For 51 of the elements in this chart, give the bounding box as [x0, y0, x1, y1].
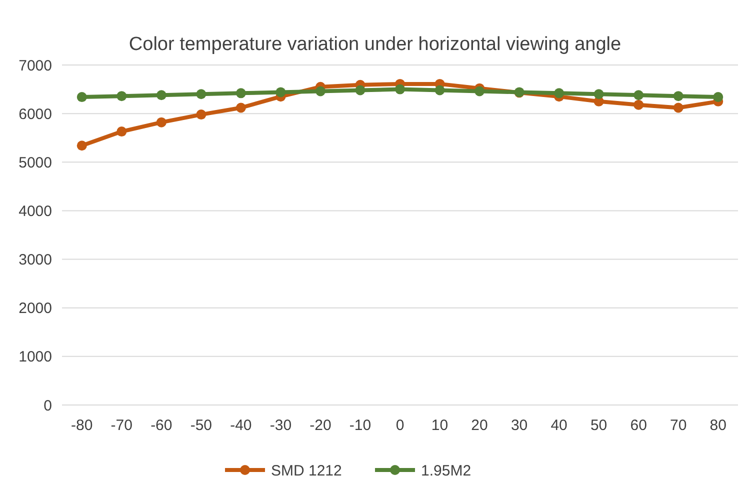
point [673, 91, 684, 102]
x-tick-label: 70 [670, 417, 687, 434]
x-tick-label: -50 [190, 417, 212, 434]
y-tick-label: 6000 [18, 106, 52, 123]
point [76, 140, 87, 151]
point [713, 92, 724, 102]
legend-label: 1.95M2 [421, 462, 472, 480]
x-tick-label: -30 [270, 417, 292, 434]
y-tick-label: 3000 [18, 252, 52, 269]
y-tick-label: 1000 [18, 348, 52, 366]
point [315, 86, 326, 96]
x-tick-label: -80 [71, 417, 93, 434]
x-tick-label: -10 [349, 417, 372, 434]
point [236, 102, 246, 113]
x-tick-label: 40 [550, 417, 568, 434]
x-tick-label: 30 [510, 417, 528, 434]
x-tick-label: 80 [710, 417, 726, 434]
y-tick-label: 5000 [18, 154, 52, 172]
point [236, 88, 246, 98]
point [673, 102, 684, 113]
point [474, 86, 485, 96]
point [156, 90, 166, 100]
x-tick-label: 20 [471, 417, 488, 434]
point [196, 89, 206, 100]
x-tick-label: 50 [590, 417, 608, 434]
point [434, 85, 445, 96]
y-tick-label: 7000 [18, 57, 52, 74]
point [395, 84, 405, 94]
point [554, 88, 564, 98]
point [76, 92, 87, 102]
x-tick-label: 0 [396, 417, 404, 434]
point [156, 117, 166, 128]
point [634, 90, 644, 100]
y-tick-label: 4000 [18, 202, 52, 220]
x-tick-label: 10 [431, 417, 448, 434]
y-tick-label: 2000 [18, 300, 52, 318]
legend-label: SMD 1212 [271, 462, 342, 480]
x-tick-label: -60 [150, 417, 172, 434]
point [634, 100, 644, 110]
point [116, 91, 127, 102]
point [594, 89, 604, 100]
point [276, 87, 286, 98]
x-tick-label: -40 [230, 417, 252, 434]
point [116, 126, 127, 137]
x-tick-label: -70 [110, 417, 132, 434]
x-tick-label: -20 [310, 417, 332, 434]
x-tick-label: 60 [630, 417, 647, 434]
point [355, 85, 366, 96]
chart-title: Color temperature variation under horizontal viewing angle [128, 34, 622, 55]
y-tick-label: 0 [44, 397, 52, 414]
point [196, 110, 206, 120]
